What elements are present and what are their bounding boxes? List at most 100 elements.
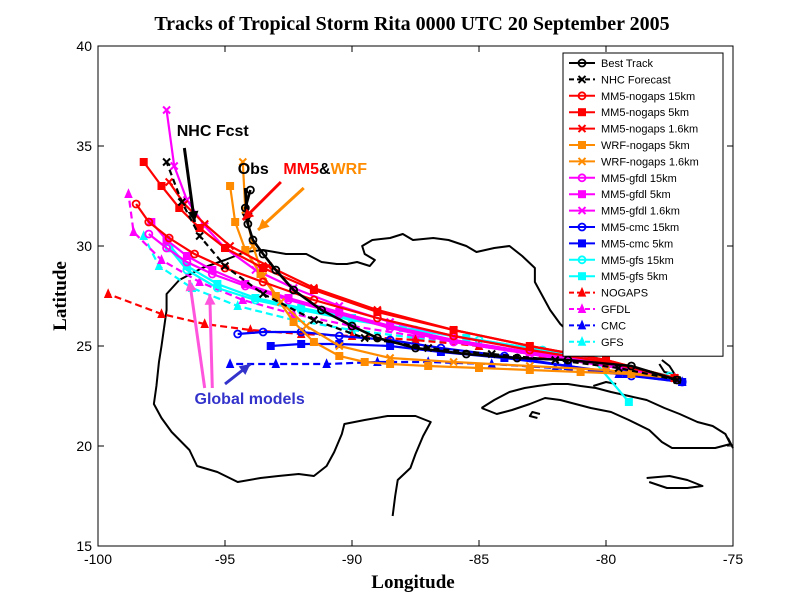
legend-label: MM5-cmc 15km	[601, 222, 679, 234]
annotation-arrowhead	[185, 280, 197, 292]
series-point	[231, 218, 240, 226]
legend-entry: CMC	[569, 319, 626, 332]
series-point	[195, 231, 204, 241]
series-point	[334, 309, 344, 319]
series-point	[164, 233, 174, 243]
annotation-arrowhead	[242, 208, 255, 220]
series-point	[578, 190, 586, 199]
axis-ticks: -100 -95 -90 -85 -80 -75 15 20 25 30 35 40	[76, 38, 743, 567]
series-point	[182, 195, 192, 205]
legend-entry: MM5-cmc 5km	[569, 238, 673, 250]
annotation-label: Obs	[238, 161, 269, 178]
series-point	[335, 341, 344, 351]
y-tick-label: 20	[76, 438, 92, 454]
annotation-arrowhead	[258, 218, 270, 230]
series-point	[334, 331, 344, 341]
series-point	[309, 315, 319, 325]
legend-label: MM5-gfdl 1.6km	[601, 206, 680, 218]
legend-box	[562, 52, 724, 357]
annotation-arrow	[208, 293, 214, 389]
series-point	[157, 308, 166, 318]
series-point	[225, 358, 235, 368]
x-tick-label: -80	[596, 551, 616, 567]
series-point	[182, 265, 192, 275]
legend-label: MM5-nogaps 5km	[601, 107, 689, 119]
legend-entry: MM5-cmc 15km	[569, 222, 679, 234]
series-point	[372, 333, 382, 343]
series-point	[322, 358, 331, 368]
series-point	[271, 265, 281, 275]
series-point	[578, 239, 586, 248]
legend-label: MM5-gfdl 15km	[601, 173, 677, 185]
series-point	[266, 342, 275, 350]
series-point	[212, 283, 222, 293]
series-line	[243, 189, 678, 382]
series-point	[190, 249, 199, 259]
legend-label: NHC Forecast	[601, 74, 671, 86]
annotation-arrowhead	[238, 364, 251, 375]
series-point	[258, 249, 268, 259]
x-tick-label: -100	[84, 551, 112, 567]
series-point	[162, 157, 171, 167]
legend-entry: MM5-gfdl 5km	[569, 189, 671, 201]
series-point	[385, 323, 395, 333]
series-point	[289, 285, 298, 295]
series-point	[129, 226, 138, 236]
legend-label: WRF-nogaps 1.6km	[601, 156, 699, 168]
legend-label: GFDL	[601, 304, 630, 316]
x-tick-label: -75	[723, 551, 743, 567]
series-point	[182, 257, 192, 267]
series-point	[258, 289, 268, 299]
series-point	[525, 366, 534, 374]
annotation-arrowhead	[187, 210, 199, 222]
series-point	[461, 349, 471, 359]
series-point	[207, 269, 217, 279]
series-point	[240, 281, 250, 291]
series-point	[347, 321, 357, 331]
legend-entry: WRF-nogaps 1.6km	[569, 156, 699, 168]
series-point	[259, 264, 268, 272]
series-point	[195, 224, 204, 232]
series-point	[449, 331, 459, 341]
series-point	[284, 295, 293, 305]
series-point	[578, 272, 586, 281]
series-point	[144, 229, 154, 239]
series-layer	[103, 105, 687, 406]
plot-area	[97, 45, 734, 547]
series-point	[577, 58, 587, 68]
series-point	[449, 326, 458, 334]
y-tick-label: 25	[76, 338, 92, 354]
x-tick-label: -95	[215, 551, 235, 567]
series-point	[577, 157, 587, 166]
series-point	[577, 173, 587, 183]
legend-label: WRF-nogaps 5km	[601, 140, 690, 152]
y-tick-label: 35	[76, 138, 92, 154]
series-point	[578, 108, 586, 117]
series-point	[386, 360, 395, 368]
legend-entry: MM5-gfdl 1.6km	[569, 206, 680, 218]
series-point	[182, 252, 191, 260]
series-point	[475, 364, 483, 372]
series-point	[360, 358, 369, 366]
series-point	[144, 217, 154, 227]
series-point	[169, 161, 179, 171]
series-line	[165, 161, 678, 382]
series-point	[577, 286, 587, 297]
legend-label: MM5-nogaps 1.6km	[601, 124, 698, 136]
coastline-segment	[152, 327, 432, 517]
series-point	[309, 286, 318, 294]
legend-entry: MM5-gfdl 15km	[569, 173, 677, 185]
series-point	[200, 318, 209, 328]
series-point	[302, 321, 311, 331]
series-point	[221, 244, 229, 252]
series-point	[177, 197, 187, 207]
series-point	[577, 255, 587, 265]
chart-title: Tracks of Tropical Storm Rita 0000 UTC 2…	[154, 13, 669, 35]
annotations: NHC Fcst Obs MM5&WRF Global models	[177, 123, 367, 408]
legend-label: CMC	[601, 320, 626, 332]
series-point	[248, 235, 258, 245]
legend-label: GFS	[601, 337, 624, 349]
series-point	[576, 368, 585, 376]
legend-entry: WRF-nogaps 5km	[569, 140, 690, 152]
series-point	[309, 338, 318, 346]
